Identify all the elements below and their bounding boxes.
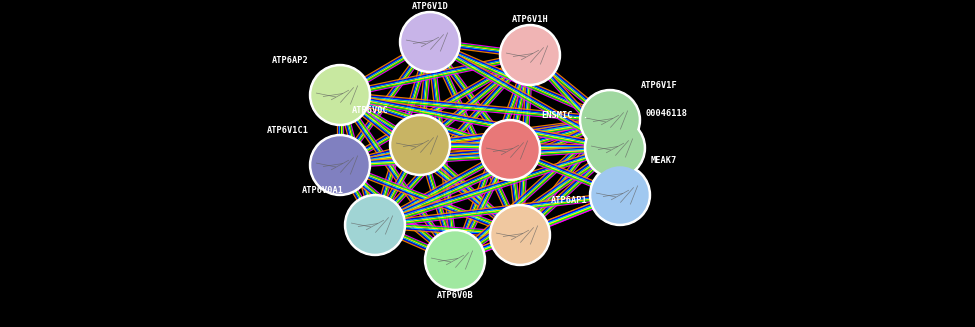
Circle shape [309,64,370,126]
Circle shape [492,207,548,263]
Circle shape [427,232,483,288]
Circle shape [579,90,641,150]
Text: ATP6V0B: ATP6V0B [437,291,474,300]
Text: ATP6V1C1: ATP6V1C1 [267,126,309,135]
Circle shape [309,134,370,196]
Text: ATP6AP2: ATP6AP2 [272,56,309,65]
Circle shape [312,67,368,123]
Circle shape [587,120,643,176]
Circle shape [347,197,403,253]
Circle shape [590,164,650,226]
Circle shape [392,117,448,173]
Text: ATP6V0C: ATP6V0C [352,106,389,115]
Circle shape [400,11,460,73]
Text: MEAK7: MEAK7 [651,156,678,165]
Circle shape [389,114,450,176]
Text: ATP6AP1: ATP6AP1 [551,196,588,205]
Text: ATP6V1H: ATP6V1H [512,15,548,24]
Circle shape [499,25,561,85]
Circle shape [402,14,458,70]
Circle shape [582,92,638,148]
Circle shape [480,119,540,181]
Text: ENSMIC...: ENSMIC... [541,111,588,120]
Circle shape [584,117,645,179]
Circle shape [344,195,406,255]
Text: ATP6V1D: ATP6V1D [411,2,448,11]
Circle shape [424,230,486,290]
Circle shape [592,167,648,223]
Circle shape [502,27,558,83]
Circle shape [312,137,368,193]
Circle shape [482,122,538,178]
Text: ATP6V1F: ATP6V1F [641,81,678,90]
Circle shape [489,204,551,266]
Text: ATP6V0A1: ATP6V0A1 [302,186,344,195]
Text: 00046118: 00046118 [646,109,688,118]
